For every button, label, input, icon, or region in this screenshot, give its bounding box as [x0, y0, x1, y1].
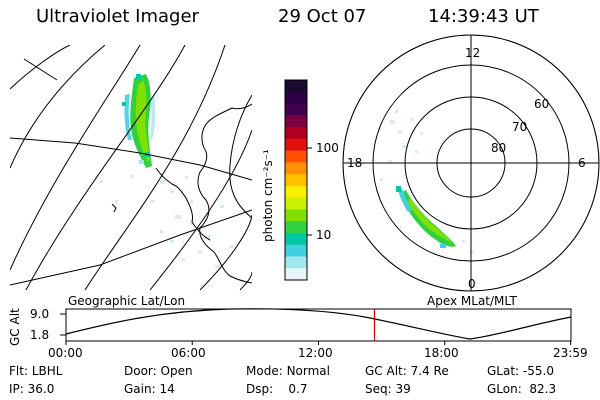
info-flt: Flt: LBHL [9, 364, 63, 378]
polar-map [343, 35, 599, 291]
info-gain: Gain: 14 [124, 382, 175, 396]
mlat-label-70: 70 [512, 120, 528, 134]
faint-emission-polar [378, 110, 474, 253]
colorbar-segment [285, 103, 307, 116]
island [111, 203, 117, 213]
colorbar-segment [285, 221, 307, 234]
altitude-curve [65, 308, 572, 340]
info-gc-alt: GC Alt: 7.4 Re [365, 364, 449, 378]
instrument-title: Ultraviolet Imager [36, 6, 199, 27]
info-dsp: Dsp: 0.7 [246, 382, 308, 396]
info-mode: Mode: Normal [246, 364, 330, 378]
colorbar-segment [285, 256, 307, 269]
colorbar-segment [285, 150, 307, 163]
colorbar-frame [284, 79, 308, 281]
polar-grid [343, 35, 599, 291]
timeline-frame [65, 308, 572, 342]
colorbar-segment [285, 209, 307, 222]
date-label: 29 Oct 07 [278, 6, 367, 27]
aurora-geo-oval [122, 74, 156, 168]
time-label: 14:39:43 UT [428, 6, 539, 27]
info-glon: GLon: 82.3 [487, 382, 557, 396]
aurora-polar-oval [396, 186, 456, 248]
mlt-label-18: 18 [347, 156, 363, 170]
mlat-label-80: 80 [491, 141, 507, 155]
colorbar-label-100: 100 [316, 141, 339, 155]
altitude-timeline [60, 308, 572, 345]
timeline-xtick-0000: 00:00 [48, 346, 83, 360]
mlat-label-60: 60 [534, 97, 550, 111]
geographic-map [10, 45, 252, 290]
timeline-ylabel: GC Alt [8, 308, 22, 346]
colorbar-segment [285, 162, 307, 175]
timeline-xtick-0600: 06:00 [171, 346, 206, 360]
timeline-xtick-1800: 18:00 [424, 346, 459, 360]
info-ip: IP: 36.0 [9, 382, 55, 396]
timeline-xtick-1200: 12:00 [298, 346, 333, 360]
colorbar-segment [285, 232, 307, 246]
colorbar [285, 80, 307, 281]
timeline-xtick-2359: 23:59 [553, 346, 588, 360]
timeline-xticks [65, 341, 572, 345]
colorbar-label-10: 10 [316, 228, 332, 242]
colorbar-segment [285, 127, 307, 140]
polar-panel-label: Apex MLat/MLT [427, 294, 517, 308]
polar-outer-ring [342, 34, 600, 292]
coastline-inner [155, 167, 211, 241]
geo-panel-label: Geographic Lat/Lon [68, 294, 186, 308]
timeline-ytick-9: 9.0 [30, 307, 50, 321]
lat-lon-grid [10, 45, 252, 290]
colorbar-segment [285, 91, 307, 105]
info-seq: Seq: 39 [365, 382, 411, 396]
colorbar-segment [285, 197, 307, 211]
mlt-label-12: 12 [465, 46, 481, 60]
colorbar-segment [285, 185, 307, 199]
colorbar-unit-label: photon cm⁻²s⁻¹ [261, 149, 275, 242]
mlt-label-6: 6 [578, 156, 586, 170]
timeline-ytick-1.8: 1.8 [30, 328, 50, 342]
info-glat: GLat: -55.0 [487, 364, 554, 378]
colorbar-segment [285, 244, 307, 258]
colorbar-segment [285, 174, 307, 187]
colorbar-segment [285, 268, 307, 281]
colorbar-segment [285, 138, 307, 152]
mlt-label-0: 0 [468, 277, 476, 291]
coastline [197, 103, 252, 284]
info-door: Door: Open [124, 364, 193, 378]
colorbar-segment [285, 115, 307, 128]
faint-emission-geo [100, 175, 233, 268]
colorbar-segment [285, 80, 307, 93]
